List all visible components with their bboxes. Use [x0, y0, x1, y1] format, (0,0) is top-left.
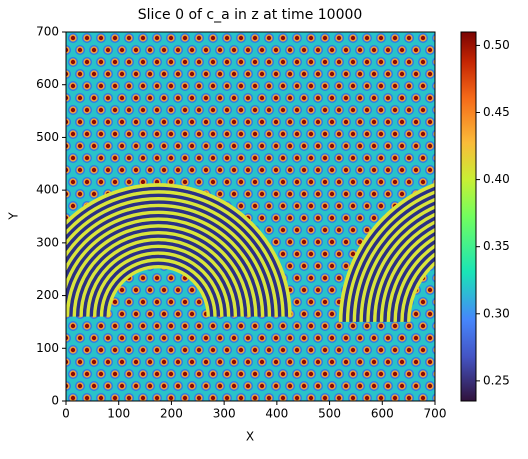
x-tick-label: 600	[371, 407, 394, 421]
ring	[102, 261, 214, 317]
ring	[66, 200, 275, 317]
colorbar-tick-label: 0.35	[483, 239, 510, 253]
ring	[66, 193, 282, 317]
plot-frame	[65, 31, 436, 402]
x-tick-label: 300	[213, 407, 236, 421]
y-tick-label: 200	[36, 288, 59, 302]
ring	[66, 183, 292, 317]
ring	[66, 207, 268, 317]
ring	[66, 220, 255, 317]
y-tick-label: 700	[36, 25, 59, 39]
ring	[82, 241, 234, 317]
chart-title: Slice 0 of c_a in z at time 10000	[138, 7, 363, 23]
ring-group	[338, 182, 435, 322]
ring	[403, 256, 435, 322]
ring-group	[66, 183, 292, 317]
y-axis-label: Y	[7, 212, 21, 221]
y-tick-label: 300	[36, 235, 59, 249]
x-tick-label: 400	[265, 407, 288, 421]
ring	[89, 247, 228, 317]
y-tick-label: 500	[36, 130, 59, 144]
ring	[66, 203, 272, 317]
x-tick-label: 0	[62, 407, 70, 421]
ring	[72, 230, 245, 317]
x-tick-label: 500	[318, 407, 341, 421]
ring	[369, 216, 435, 322]
x-tick-label: 700	[424, 407, 447, 421]
ring	[96, 254, 221, 317]
ring	[66, 217, 258, 317]
y-tick-label: 400	[36, 183, 59, 197]
ring	[66, 186, 289, 317]
ring	[66, 196, 279, 317]
ring	[66, 190, 285, 317]
ring	[75, 234, 241, 317]
ring	[66, 210, 265, 317]
ring	[85, 244, 231, 317]
x-tick-label: 200	[160, 407, 183, 421]
heatmap-field	[66, 32, 435, 401]
ring	[66, 213, 262, 317]
ring	[106, 264, 211, 317]
colorbar-tick-label: 0.25	[483, 373, 510, 387]
colorbar-tick-label: 0.50	[483, 38, 510, 52]
x-axis-label: X	[246, 430, 254, 444]
colorbar-tick-label: 0.45	[483, 105, 510, 119]
colorbar	[460, 31, 477, 402]
y-tick-label: 100	[36, 341, 59, 355]
x-tick-label: 100	[107, 407, 130, 421]
y-tick-label: 600	[36, 77, 59, 91]
ring	[68, 227, 248, 317]
ring	[92, 251, 224, 317]
ring	[66, 224, 251, 317]
colorbar-tick-label: 0.40	[483, 172, 510, 186]
ring	[99, 257, 217, 317]
colorbar-tick-label: 0.30	[483, 306, 510, 320]
ring	[386, 235, 435, 322]
ring	[79, 237, 238, 317]
y-tick-label: 0	[51, 394, 59, 408]
